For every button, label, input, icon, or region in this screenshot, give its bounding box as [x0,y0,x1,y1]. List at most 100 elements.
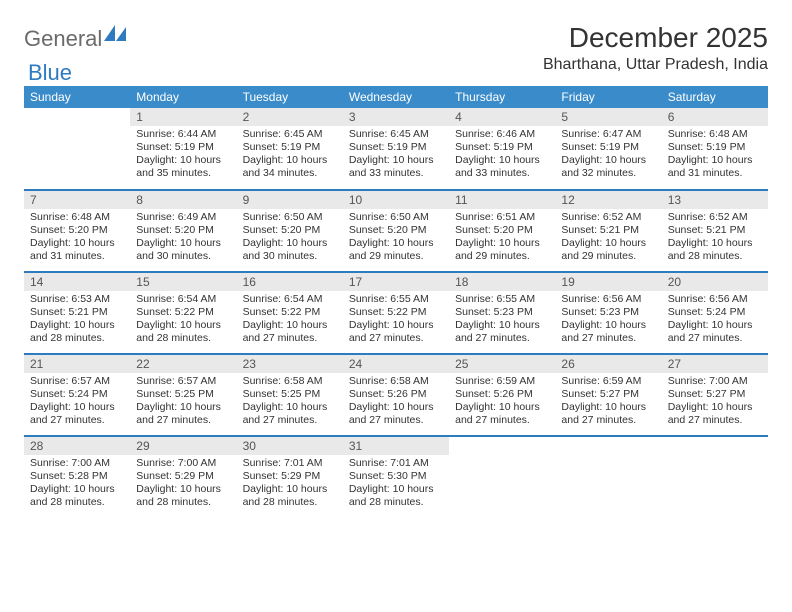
day-number: 13 [662,191,768,209]
location-label: Bharthana, Uttar Pradesh, India [543,56,768,74]
day-info: Sunrise: 6:59 AMSunset: 5:26 PMDaylight:… [449,373,555,432]
day-number: 30 [237,437,343,455]
calendar-day: 27Sunrise: 7:00 AMSunset: 5:27 PMDayligh… [662,354,768,436]
calendar-day: 11Sunrise: 6:51 AMSunset: 5:20 PMDayligh… [449,190,555,272]
calendar-header: SundayMondayTuesdayWednesdayThursdayFrid… [24,86,768,108]
day-info: Sunrise: 6:55 AMSunset: 5:22 PMDaylight:… [343,291,449,350]
calendar-day: 20Sunrise: 6:56 AMSunset: 5:24 PMDayligh… [662,272,768,354]
day-number: 28 [24,437,130,455]
day-info: Sunrise: 7:01 AMSunset: 5:29 PMDaylight:… [237,455,343,514]
calendar-day: .. [449,436,555,518]
day-info: Sunrise: 7:00 AMSunset: 5:28 PMDaylight:… [24,455,130,514]
calendar-day: .. [24,108,130,190]
day-number: 18 [449,273,555,291]
day-number: 20 [662,273,768,291]
day-number: 4 [449,108,555,126]
title-block: December 2025 Bharthana, Uttar Pradesh, … [543,22,768,80]
day-info: Sunrise: 6:48 AMSunset: 5:20 PMDaylight:… [24,209,130,268]
calendar-day: 9Sunrise: 6:50 AMSunset: 5:20 PMDaylight… [237,190,343,272]
calendar-day: 23Sunrise: 6:58 AMSunset: 5:25 PMDayligh… [237,354,343,436]
day-number: 31 [343,437,449,455]
day-number: 17 [343,273,449,291]
day-info: Sunrise: 6:51 AMSunset: 5:20 PMDaylight:… [449,209,555,268]
day-number: 27 [662,355,768,373]
calendar-page: General December 2025 Bharthana, Uttar P… [0,0,792,528]
sail-icon [104,25,126,41]
calendar-day: 4Sunrise: 6:46 AMSunset: 5:19 PMDaylight… [449,108,555,190]
day-info: Sunrise: 6:56 AMSunset: 5:24 PMDaylight:… [662,291,768,350]
day-info: Sunrise: 6:58 AMSunset: 5:26 PMDaylight:… [343,373,449,432]
weekday-header: Tuesday [237,86,343,108]
calendar-day: 31Sunrise: 7:01 AMSunset: 5:30 PMDayligh… [343,436,449,518]
calendar-day: 30Sunrise: 7:01 AMSunset: 5:29 PMDayligh… [237,436,343,518]
day-number: 23 [237,355,343,373]
day-number: 16 [237,273,343,291]
day-number: 8 [130,191,236,209]
calendar-week: 14Sunrise: 6:53 AMSunset: 5:21 PMDayligh… [24,272,768,354]
calendar-day: 17Sunrise: 6:55 AMSunset: 5:22 PMDayligh… [343,272,449,354]
weekday-header: Friday [555,86,661,108]
calendar-day: 15Sunrise: 6:54 AMSunset: 5:22 PMDayligh… [130,272,236,354]
calendar-day: 16Sunrise: 6:54 AMSunset: 5:22 PMDayligh… [237,272,343,354]
calendar-day: 29Sunrise: 7:00 AMSunset: 5:29 PMDayligh… [130,436,236,518]
day-number: 12 [555,191,661,209]
day-info: Sunrise: 6:59 AMSunset: 5:27 PMDaylight:… [555,373,661,432]
day-info: Sunrise: 6:52 AMSunset: 5:21 PMDaylight:… [662,209,768,268]
day-number: 15 [130,273,236,291]
calendar-day: 2Sunrise: 6:45 AMSunset: 5:19 PMDaylight… [237,108,343,190]
calendar-day: 24Sunrise: 6:58 AMSunset: 5:26 PMDayligh… [343,354,449,436]
calendar-day: 22Sunrise: 6:57 AMSunset: 5:25 PMDayligh… [130,354,236,436]
calendar-day: 8Sunrise: 6:49 AMSunset: 5:20 PMDaylight… [130,190,236,272]
brand-part1: General [24,26,102,52]
calendar-week: 7Sunrise: 6:48 AMSunset: 5:20 PMDaylight… [24,190,768,272]
calendar-day: .. [662,436,768,518]
day-info: Sunrise: 6:56 AMSunset: 5:23 PMDaylight:… [555,291,661,350]
day-number: 3 [343,108,449,126]
day-number: 14 [24,273,130,291]
day-info: Sunrise: 7:01 AMSunset: 5:30 PMDaylight:… [343,455,449,514]
day-info: Sunrise: 7:00 AMSunset: 5:29 PMDaylight:… [130,455,236,514]
day-info: Sunrise: 6:46 AMSunset: 5:19 PMDaylight:… [449,126,555,185]
calendar-day: 18Sunrise: 6:55 AMSunset: 5:23 PMDayligh… [449,272,555,354]
day-info: Sunrise: 6:50 AMSunset: 5:20 PMDaylight:… [237,209,343,268]
day-number: 11 [449,191,555,209]
weekday-header: Sunday [24,86,130,108]
calendar-day: .. [555,436,661,518]
day-number: 5 [555,108,661,126]
day-info: Sunrise: 6:47 AMSunset: 5:19 PMDaylight:… [555,126,661,185]
calendar-day: 25Sunrise: 6:59 AMSunset: 5:26 PMDayligh… [449,354,555,436]
month-title: December 2025 [543,22,768,54]
calendar-table: SundayMondayTuesdayWednesdayThursdayFrid… [24,86,768,518]
day-number: 19 [555,273,661,291]
calendar-day: 7Sunrise: 6:48 AMSunset: 5:20 PMDaylight… [24,190,130,272]
day-info: Sunrise: 6:50 AMSunset: 5:20 PMDaylight:… [343,209,449,268]
day-info: Sunrise: 7:00 AMSunset: 5:27 PMDaylight:… [662,373,768,432]
calendar-day: 13Sunrise: 6:52 AMSunset: 5:21 PMDayligh… [662,190,768,272]
calendar-week: ..1Sunrise: 6:44 AMSunset: 5:19 PMDaylig… [24,108,768,190]
calendar-body: ..1Sunrise: 6:44 AMSunset: 5:19 PMDaylig… [24,108,768,518]
day-info: Sunrise: 6:54 AMSunset: 5:22 PMDaylight:… [237,291,343,350]
day-info: Sunrise: 6:44 AMSunset: 5:19 PMDaylight:… [130,126,236,185]
day-number: 9 [237,191,343,209]
day-number: 24 [343,355,449,373]
calendar-week: 28Sunrise: 7:00 AMSunset: 5:28 PMDayligh… [24,436,768,518]
day-info: Sunrise: 6:55 AMSunset: 5:23 PMDaylight:… [449,291,555,350]
brand-logo: General [24,22,128,52]
day-number: 1 [130,108,236,126]
day-info: Sunrise: 6:45 AMSunset: 5:19 PMDaylight:… [237,126,343,185]
day-number: 21 [24,355,130,373]
day-info: Sunrise: 6:49 AMSunset: 5:20 PMDaylight:… [130,209,236,268]
day-number: 25 [449,355,555,373]
weekday-header: Monday [130,86,236,108]
weekday-header: Wednesday [343,86,449,108]
calendar-day: 1Sunrise: 6:44 AMSunset: 5:19 PMDaylight… [130,108,236,190]
calendar-day: 26Sunrise: 6:59 AMSunset: 5:27 PMDayligh… [555,354,661,436]
calendar-day: 6Sunrise: 6:48 AMSunset: 5:19 PMDaylight… [662,108,768,190]
weekday-header: Saturday [662,86,768,108]
day-number: 7 [24,191,130,209]
calendar-day: 21Sunrise: 6:57 AMSunset: 5:24 PMDayligh… [24,354,130,436]
day-info: Sunrise: 6:53 AMSunset: 5:21 PMDaylight:… [24,291,130,350]
day-number: 10 [343,191,449,209]
calendar-day: 12Sunrise: 6:52 AMSunset: 5:21 PMDayligh… [555,190,661,272]
day-info: Sunrise: 6:58 AMSunset: 5:25 PMDaylight:… [237,373,343,432]
